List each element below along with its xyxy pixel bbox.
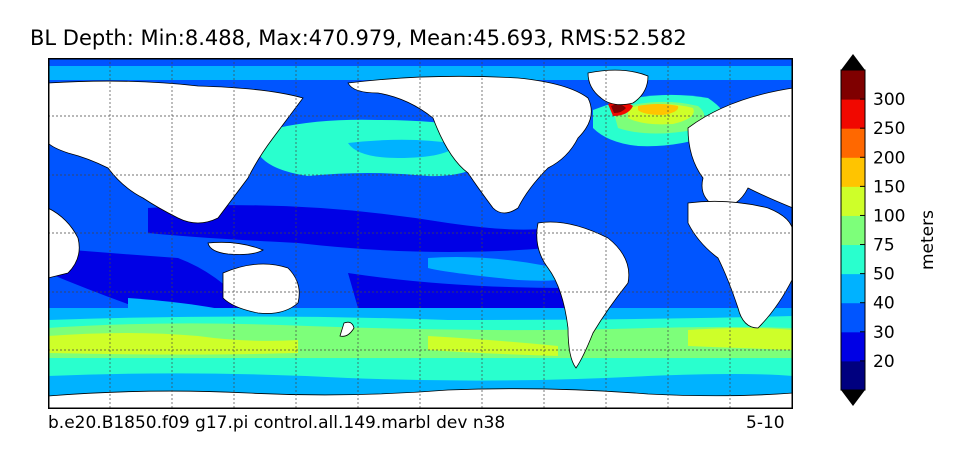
colorbar-segment <box>841 302 865 333</box>
colorbar-segment <box>841 70 865 100</box>
colorbar-tick-label: 300 <box>873 90 905 110</box>
southern-ocean-band-yellow <box>48 333 298 355</box>
grid-lines <box>48 58 793 409</box>
arctic-band-dark <box>48 58 793 66</box>
colorbar-tick-label: 100 <box>873 206 905 226</box>
south-pacific-tongue <box>428 257 578 281</box>
map-frame <box>48 58 793 409</box>
colorbar-tick-label: 75 <box>873 236 895 256</box>
north-pacific-inner <box>348 139 458 158</box>
colorbar-tick-label: 200 <box>873 148 905 168</box>
colorbar-segment <box>841 186 865 216</box>
colorbar: 20 30 40 50 75 100 150 200 250 300 <box>840 54 905 406</box>
colorbar-extend-max <box>841 54 865 70</box>
map-title: BL Depth: Min:8.488, Max:470.979, Mean:4… <box>30 26 687 50</box>
time-period-label: 5-10 <box>746 413 785 433</box>
colorbar-segment <box>841 215 865 246</box>
colorbar-tick-label: 150 <box>873 177 905 197</box>
colorbar-segment <box>841 128 865 158</box>
colorbar-tick-label: 50 <box>873 265 895 285</box>
colorbar-segment <box>841 331 865 362</box>
southern-ocean-band-yellow-3 <box>688 328 793 350</box>
asia-east-land <box>48 80 304 224</box>
colorbar-tick-label: 30 <box>873 323 895 343</box>
colorbar-tick-label: 250 <box>873 119 905 139</box>
colorbar-extend-min <box>841 390 865 406</box>
indonesia-land <box>207 241 264 255</box>
greenland-land <box>587 69 649 106</box>
africa-west-land <box>48 207 80 279</box>
colorbar-segment <box>841 157 865 187</box>
labrador-sea-dark-red <box>611 104 626 113</box>
colorbar-tick-label: 40 <box>873 294 895 314</box>
colorbar-frame <box>840 69 866 391</box>
land-masses <box>48 69 793 409</box>
australia-land <box>222 263 300 314</box>
eurasia-land <box>687 87 793 209</box>
new-zealand-land <box>339 321 355 337</box>
southern-ocean-band-yellow-2 <box>428 336 558 356</box>
colorbar-unit-label: meters <box>918 210 938 270</box>
colorbar-segment <box>841 360 865 391</box>
colorbar-segment <box>841 273 865 304</box>
pacific-south-deep <box>348 273 578 318</box>
tropical-band-north <box>148 205 548 252</box>
world-map <box>48 58 793 409</box>
africa-land <box>687 200 793 329</box>
colorbar-segment <box>841 99 865 129</box>
case-name-label: b.e20.B1850.f09 g17.pi control.all.149.m… <box>48 413 506 433</box>
colorbar-segment <box>841 244 865 275</box>
colorbar-tick-label: 20 <box>873 352 895 372</box>
north-america-land <box>347 75 592 214</box>
